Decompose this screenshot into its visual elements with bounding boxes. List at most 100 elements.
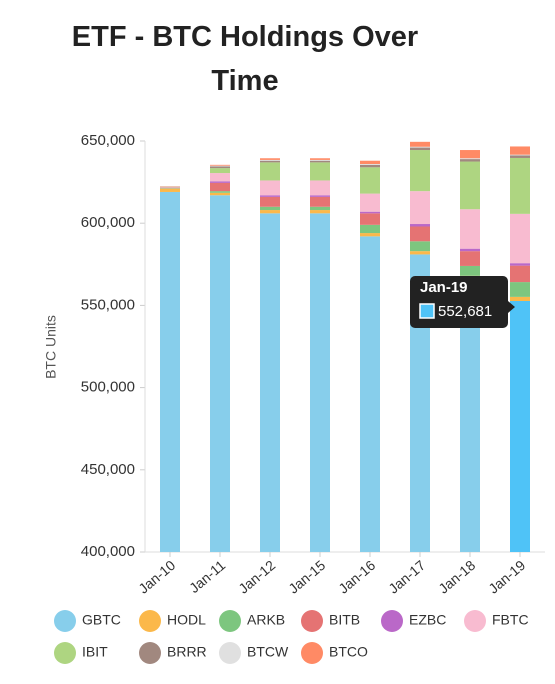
bar-segment — [310, 195, 330, 197]
bar-segment — [310, 207, 330, 210]
bar-segment — [410, 251, 430, 254]
bar-segment — [210, 173, 230, 181]
bar-segment — [360, 167, 380, 193]
legend-label: ARKB — [247, 612, 285, 628]
bar-segment — [510, 155, 530, 156]
bar-segment — [310, 161, 330, 163]
bar-segment — [410, 191, 430, 224]
bar-segment — [510, 297, 530, 301]
bar-segment — [260, 162, 280, 180]
y-axis-label: BTC Units — [43, 315, 59, 379]
bar-segment — [510, 146, 530, 154]
bar-segment — [460, 150, 480, 158]
bar-segment — [510, 158, 530, 214]
bar-segment — [260, 158, 280, 160]
bar-segment — [360, 161, 380, 164]
bar-segment — [210, 195, 230, 552]
legend-swatch — [219, 610, 241, 632]
legend-swatch — [54, 642, 76, 664]
bar-segment — [310, 162, 330, 180]
bar-segment — [510, 282, 530, 297]
bar-segment — [460, 158, 480, 159]
bar-segment — [410, 142, 430, 147]
bar-segment — [510, 155, 530, 157]
tooltip-title: Jan-19 — [420, 279, 468, 296]
bar-segment — [160, 192, 180, 552]
tooltip-value: 552,681 — [438, 303, 492, 320]
bar-segment — [360, 236, 380, 552]
bar-segment — [460, 249, 480, 251]
bar-segment — [310, 213, 330, 552]
legend-label: IBIT — [82, 644, 108, 660]
bar-segment — [260, 207, 280, 210]
bar-segment — [260, 197, 280, 207]
bar-segment — [260, 161, 280, 163]
bar-segment — [210, 191, 230, 193]
legend-label: GBTC — [82, 612, 121, 628]
legend-label: BITB — [329, 612, 360, 628]
y-tick-label: 450,000 — [81, 461, 135, 478]
legend-swatch — [381, 610, 403, 632]
y-tick-label: 600,000 — [81, 214, 135, 231]
bar-segment — [360, 225, 380, 233]
legend-swatch — [464, 610, 486, 632]
legend-swatch — [219, 642, 241, 664]
bar-segment — [210, 168, 230, 173]
bar-segment — [210, 166, 230, 168]
legend-swatch — [301, 642, 323, 664]
y-tick-label: 500,000 — [81, 379, 135, 396]
bar-segment — [310, 180, 330, 195]
bar-segment — [260, 180, 280, 195]
bar-segment — [510, 301, 530, 552]
bar-segment — [360, 164, 380, 165]
legend-label: BTCO — [329, 644, 368, 660]
bar-segment — [310, 158, 330, 160]
tooltip: Jan-19 552,681 — [410, 276, 515, 328]
bar-segment — [510, 214, 530, 263]
bar-segment — [410, 226, 430, 241]
bar-segment — [460, 159, 480, 161]
tooltip-swatch — [420, 304, 434, 318]
bar-segment — [310, 160, 330, 161]
bar-segment — [260, 210, 280, 213]
bar-segment — [210, 193, 230, 195]
bar-segment — [460, 162, 480, 210]
bar-segment — [210, 165, 230, 166]
y-tick-label: 650,000 — [81, 132, 135, 149]
bar-segment — [260, 213, 280, 552]
y-tick-label: 550,000 — [81, 296, 135, 313]
legend-swatch — [54, 610, 76, 632]
bar-segment — [260, 195, 280, 197]
legend-label: HODL — [167, 612, 206, 628]
bar-segment — [360, 212, 380, 214]
bar-segment — [360, 194, 380, 212]
bar-segment — [460, 209, 480, 248]
legend-label: EZBC — [409, 612, 446, 628]
bar-segment — [410, 150, 430, 191]
bar-segment — [210, 181, 230, 183]
bar-segment — [310, 210, 330, 213]
bar-segment — [460, 251, 480, 266]
bar-segment — [410, 148, 430, 150]
bar-segment — [410, 147, 430, 148]
legend-label: FBTC — [492, 612, 529, 628]
bar-segment — [360, 213, 380, 225]
bar-segment — [160, 189, 180, 192]
bar-segment — [410, 241, 430, 251]
bar-segment — [360, 165, 380, 167]
bar-segment — [360, 233, 380, 236]
bar-segment — [210, 166, 230, 167]
legend-swatch — [139, 642, 161, 664]
bar-segment — [260, 160, 280, 161]
bar-segment — [460, 266, 480, 276]
legend-label: BRRR — [167, 644, 207, 660]
bar-segment — [410, 224, 430, 226]
legend-swatch — [301, 610, 323, 632]
bar-segment — [310, 197, 330, 207]
legend-swatch — [139, 610, 161, 632]
bar-segment — [510, 263, 530, 265]
bar-segment — [210, 183, 230, 191]
y-tick-label: 400,000 — [81, 543, 135, 560]
legend-label: BTCW — [247, 644, 289, 660]
